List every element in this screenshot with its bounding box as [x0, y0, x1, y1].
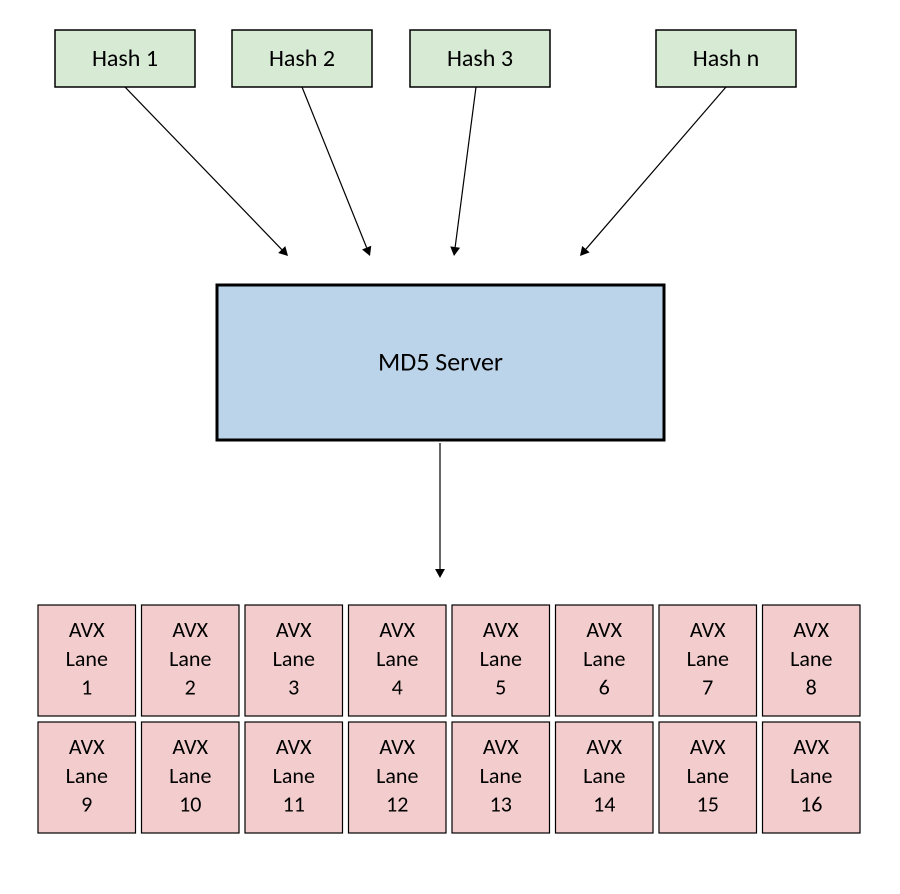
lane-text3-11: 11 — [283, 790, 305, 817]
lane-text3-2: 2 — [185, 673, 196, 700]
lane-text2-12: Lane — [376, 762, 418, 789]
lane-text1-3: AVX — [276, 616, 312, 643]
lane-text1-15: AVX — [690, 733, 726, 760]
lane-text3-6: 6 — [599, 673, 610, 700]
lane-text2-1: Lane — [66, 645, 108, 672]
md5-server-diagram: Hash 1Hash 2Hash 3Hash nMD5 ServerAVXLan… — [0, 0, 900, 894]
lane-text1-13: AVX — [483, 733, 519, 760]
lane-text1-16: AVX — [793, 733, 829, 760]
arrow-server-to-lanes-head — [435, 569, 445, 578]
lane-text3-5: 5 — [495, 673, 506, 700]
lane-text2-13: Lane — [480, 762, 522, 789]
lane-text3-12: 12 — [386, 790, 408, 817]
lane-text2-4: Lane — [376, 645, 418, 672]
lane-text3-10: 10 — [179, 790, 201, 817]
lane-text1-1: AVX — [69, 616, 105, 643]
lane-text2-9: Lane — [66, 762, 108, 789]
lane-text2-11: Lane — [273, 762, 315, 789]
lane-text2-14: Lane — [583, 762, 625, 789]
lane-text3-9: 9 — [81, 790, 92, 817]
lane-text3-1: 1 — [81, 673, 92, 700]
arrow-hash-4-head — [580, 246, 590, 256]
lane-text3-8: 8 — [806, 673, 817, 700]
lane-text1-6: AVX — [586, 616, 622, 643]
lane-text1-2: AVX — [172, 616, 208, 643]
lane-text2-10: Lane — [169, 762, 211, 789]
arrow-hash-3-head — [450, 246, 460, 256]
lane-text2-16: Lane — [790, 762, 832, 789]
hash-label-1: Hash 1 — [92, 44, 158, 73]
lane-text2-2: Lane — [169, 645, 211, 672]
lane-text1-10: AVX — [172, 733, 208, 760]
hash-label-4: Hash n — [693, 44, 759, 73]
lane-text3-16: 16 — [800, 790, 822, 817]
lane-text2-7: Lane — [687, 645, 729, 672]
lane-text2-5: Lane — [480, 645, 522, 672]
lane-text1-8: AVX — [793, 616, 829, 643]
lane-text1-12: AVX — [379, 733, 415, 760]
lane-text1-7: AVX — [690, 616, 726, 643]
lane-text3-14: 14 — [593, 790, 615, 817]
lane-text1-4: AVX — [379, 616, 415, 643]
lane-text1-9: AVX — [69, 733, 105, 760]
lane-text3-4: 4 — [392, 673, 403, 700]
lane-text1-14: AVX — [586, 733, 622, 760]
lane-text1-11: AVX — [276, 733, 312, 760]
hash-label-2: Hash 2 — [269, 44, 335, 73]
arrow-hash-2 — [302, 87, 367, 248]
lane-text1-5: AVX — [483, 616, 519, 643]
lane-text2-8: Lane — [790, 645, 832, 672]
lane-text2-6: Lane — [583, 645, 625, 672]
arrow-hash-4 — [586, 87, 726, 249]
hash-label-3: Hash 3 — [447, 44, 513, 73]
lane-text3-7: 7 — [702, 673, 713, 700]
lane-text3-3: 3 — [288, 673, 299, 700]
arrow-hash-3 — [455, 87, 476, 247]
lane-text3-15: 15 — [697, 790, 719, 817]
lane-text3-13: 13 — [490, 790, 512, 817]
server-label: MD5 Server — [378, 346, 503, 378]
lane-text2-3: Lane — [273, 645, 315, 672]
lane-text2-15: Lane — [687, 762, 729, 789]
arrow-hash-1 — [125, 87, 282, 250]
